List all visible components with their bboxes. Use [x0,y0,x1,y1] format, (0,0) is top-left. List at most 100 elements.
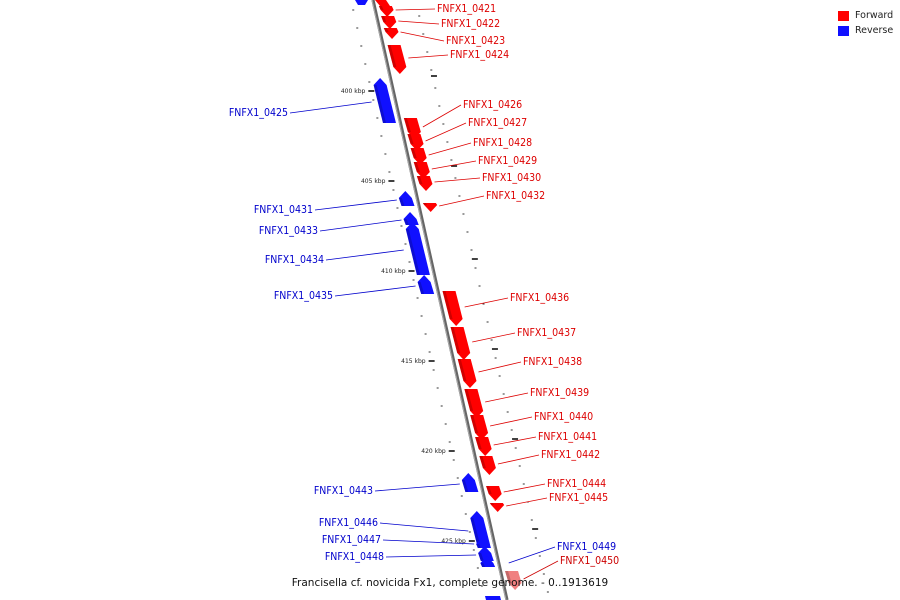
gene-label-FNFX1_0435[interactable]: FNFX1_0435 [274,290,333,302]
gene-FNFX1_0437[interactable] [450,327,471,360]
gene-FNFX1_0436[interactable] [442,291,463,326]
gene-FNFX1_0446[interactable] [470,511,491,548]
gene-label-FNFX1_0423[interactable]: FNFX1_0423 [446,35,505,47]
leader-line [385,554,477,558]
gene-FNFX1_0450[interactable] [505,571,522,590]
gene-FNFX1_0439[interactable] [464,389,484,418]
gene-FNFX1_0442[interactable] [479,456,496,475]
gene-FNFX1_0421[interactable] [378,6,394,17]
gene-FNFX1_0426[interactable] [403,118,421,139]
scale-tick-label: 410 kbp [381,268,406,275]
gene-label-FNFX1_0445[interactable]: FNFX1_0445 [549,492,608,504]
legend-reverse: Reverse [838,23,893,38]
gene-label-FNFX1_0422[interactable]: FNFX1_0422 [441,18,500,30]
gene-label-FNFX1_0433[interactable]: FNFX1_0433 [259,225,318,237]
leader-line [506,497,548,507]
gene-label-FNFX1_0443[interactable]: FNFX1_0443 [314,485,373,497]
gene-FNFX1_0430[interactable] [416,176,433,191]
gene-label-FNFX1_0447[interactable]: FNFX1_0447 [322,534,381,546]
gene-FNFX1_0448[interactable] [478,546,494,561]
gene-shade [416,176,423,184]
gene-shade [405,229,420,275]
gene-FNFX1_0434[interactable] [405,222,430,275]
gene-shade [373,85,386,123]
scale-tick-label: 400 kbp [341,88,366,95]
leader-line [464,297,509,308]
gene-label-FNFX1_0446[interactable]: FNFX1_0446 [319,517,378,529]
gene-partial-top-reverse[interactable] [355,0,368,5]
legend: Forward Reverse [838,8,893,38]
gene-shade [476,544,481,548]
gene-FNFX1_0438[interactable] [457,359,477,388]
leader-line [493,436,537,446]
leader-line [472,332,516,343]
forward-swatch [838,10,849,21]
gene-FNFX1_0447[interactable] [476,537,491,548]
scale-tick-label: 405 kbp [361,178,386,185]
gene-FNFX1_0424[interactable] [387,45,407,74]
gene-label-FNFX1_0430[interactable]: FNFX1_0430 [482,172,541,184]
gene-FNFX1_0427[interactable] [407,134,424,151]
gene-label-FNFX1_0442[interactable]: FNFX1_0442 [541,449,600,461]
gene-FNFX1_0432[interactable] [422,203,438,212]
gene-label-FNFX1_0440[interactable]: FNFX1_0440 [534,411,593,423]
leader-line [508,546,556,564]
gene-label-FNFX1_0429[interactable]: FNFX1_0429 [478,155,537,167]
gene-label-FNFX1_0431[interactable]: FNFX1_0431 [254,204,313,216]
gene-shade [383,28,389,32]
leader-line [422,104,462,128]
leader-line [400,31,445,42]
gene-label-FNFX1_0428[interactable]: FNFX1_0428 [473,137,532,149]
gene-label-FNFX1_0449[interactable]: FNFX1_0449 [557,541,616,553]
gene-FNFX1_0423[interactable] [383,28,399,39]
gene-label-FNFX1_0426[interactable]: FNFX1_0426 [463,99,522,111]
gene-label-FNFX1_0444[interactable]: FNFX1_0444 [547,478,606,490]
leader-line [289,101,372,114]
gene-FNFX1_0444[interactable] [486,486,502,501]
leader-line [325,249,404,261]
gene-partial-top-forward[interactable] [375,0,390,6]
gene-label-FNFX1_0434[interactable]: FNFX1_0434 [265,254,324,266]
gene-partial-bottom-reverse[interactable] [485,596,501,600]
legend-forward: Forward [838,8,893,23]
gene-FNFX1_0435[interactable] [417,275,435,294]
gene-FNFX1_0449[interactable] [480,556,496,567]
gene-FNFX1_0433[interactable] [403,212,419,225]
leader-line [425,122,467,142]
gene-label-FNFX1_0436[interactable]: FNFX1_0436 [510,292,569,304]
gene-shade [478,553,484,561]
gene-shade [398,198,405,206]
gene-label-FNFX1_0421[interactable]: FNFX1_0421 [437,3,496,15]
gene-FNFX1_0428[interactable] [410,148,427,165]
gene-shade [470,518,481,548]
gene-label-FNFX1_0432[interactable]: FNFX1_0432 [486,190,545,202]
gene-label-FNFX1_0427[interactable]: FNFX1_0427 [468,117,527,129]
legend-forward-label: Forward [855,10,894,21]
gene-label-FNFX1_0437[interactable]: FNFX1_0437 [517,327,576,339]
gene-label-FNFX1_0441[interactable]: FNFX1_0441 [538,431,597,443]
gene-label-FNFX1_0424[interactable]: FNFX1_0424 [450,49,509,61]
gene-shade [410,148,417,158]
gene-FNFX1_0425[interactable] [373,78,396,123]
gene-FNFX1_0431[interactable] [398,191,415,206]
gene-FNFX1_0445[interactable] [489,503,505,512]
leader-line [431,160,477,170]
gene-label-FNFX1_0439[interactable]: FNFX1_0439 [530,387,589,399]
gene-shade [378,6,384,10]
leader-line [523,560,559,580]
leader-line [497,454,540,465]
gene-FNFX1_0443[interactable] [461,473,479,492]
gene-FNFX1_0422[interactable] [381,16,397,29]
genome-axis-line [371,0,509,600]
leader-line [382,539,475,545]
legend-reverse-label: Reverse [855,25,894,36]
gene-label-FNFX1_0425[interactable]: FNFX1_0425 [229,107,288,119]
gene-label-FNFX1_0438[interactable]: FNFX1_0438 [523,356,582,368]
gene-FNFX1_0441[interactable] [475,437,492,456]
gene-shade [461,480,469,492]
gene-label-FNFX1_0450[interactable]: FNFX1_0450 [560,555,619,567]
gene-label-FNFX1_0448[interactable]: FNFX1_0448 [325,551,384,563]
gene-FNFX1_0440[interactable] [470,415,489,440]
gene-FNFX1_0429[interactable] [413,162,430,179]
gene-shade [403,219,409,225]
